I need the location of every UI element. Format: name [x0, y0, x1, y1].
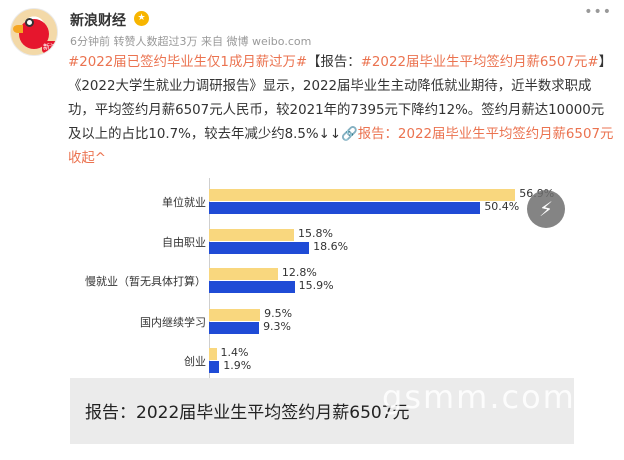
value-label: 15.9%	[298, 279, 334, 292]
bar-series1	[209, 268, 278, 280]
value-label: 50.4%	[484, 200, 520, 213]
value-label: 1.9%	[223, 359, 252, 372]
bracket-close: 】	[598, 55, 612, 70]
bar-series2	[209, 202, 481, 214]
value-label: 9.5%	[264, 307, 293, 320]
bar-series1	[209, 309, 261, 321]
hashtag-link[interactable]: #2022届毕业生平均签约月薪6507元#	[360, 55, 599, 70]
collapse-button[interactable]: 收起^	[68, 151, 107, 166]
bar-series2	[209, 242, 310, 254]
bar-series1	[209, 348, 217, 360]
bar-series1	[209, 189, 516, 201]
bar-chart: 单位就业56.9%50.4%自由职业15.8%18.6%慢就业（暂无具体打算）1…	[70, 174, 570, 374]
value-label: 18.6%	[313, 240, 349, 253]
category-label: 国内继续学习	[140, 316, 206, 329]
image-caption: 报告：2022届毕业生平均签约月薪6507元	[70, 378, 574, 444]
post-meta: 6分钟前 转赞人数超过3万 来自 微博 weibo.com	[70, 35, 312, 48]
eye-icon	[25, 18, 34, 27]
category-label: 自由职业	[162, 236, 206, 249]
bar-series1	[209, 229, 295, 241]
avatar-badge: 新浪	[42, 41, 57, 53]
post-body: 《2022大学生就业力调研报告》显示，2022届毕业生主动降低就业期待，近半数求…	[68, 79, 605, 142]
watermark: gsmm.com	[382, 378, 576, 416]
report-link[interactable]: 🔗报告：2022届毕业生平均签约月薪6507元	[341, 127, 614, 142]
category-label: 单位就业	[162, 196, 206, 209]
more-options-icon[interactable]: •••	[584, 4, 612, 20]
category-label: 慢就业（暂无具体打算）	[85, 275, 206, 288]
bracket-open: 【报告：	[307, 55, 361, 70]
value-label: 12.8%	[281, 266, 317, 279]
beak-icon	[13, 25, 23, 33]
username[interactable]: 新浪财经	[70, 13, 126, 29]
hashtag-link[interactable]: #2022届已签约毕业生仅1成月薪过万#	[68, 55, 308, 70]
vip-badge-icon: ★	[134, 11, 149, 26]
lightning-icon[interactable]: ⚡	[527, 190, 565, 228]
post-text: #2022届已签约毕业生仅1成月薪过万#【报告：#2022届毕业生平均签约月薪6…	[68, 51, 616, 171]
bar-series2	[209, 281, 295, 293]
bar-series2	[209, 322, 260, 334]
category-label: 创业	[184, 355, 206, 368]
avatar[interactable]: 新浪	[10, 8, 58, 56]
bar-series2	[209, 361, 220, 373]
value-label: 9.3%	[263, 320, 292, 333]
value-label: 1.4%	[220, 346, 249, 359]
value-label: 15.8%	[298, 227, 333, 240]
